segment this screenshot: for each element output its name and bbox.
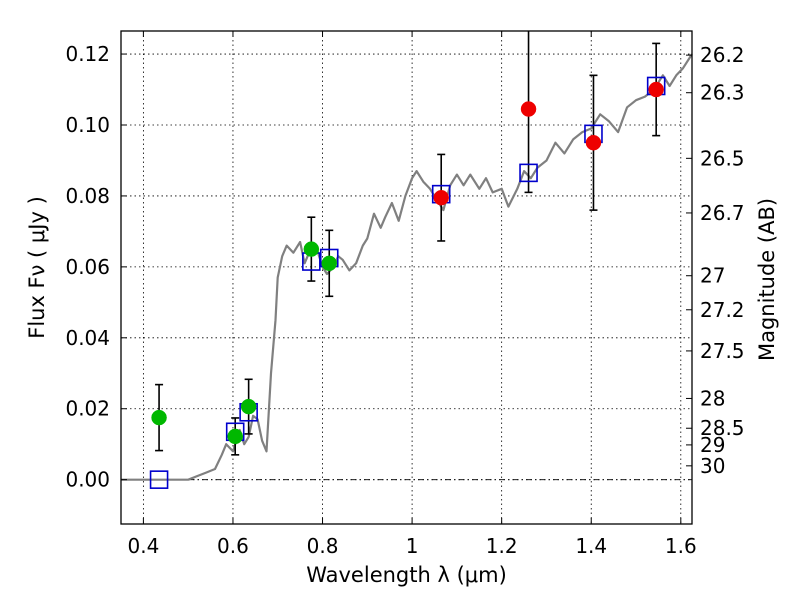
tick-layer: 0.4 0.6 0.8 1 1.2 1.4 1.6 0.00 0.02 0.04 0.06 0.08 0…: [65, 31, 745, 558]
model-point-square: [149, 470, 169, 489]
x-tick-label: 1.4: [575, 534, 607, 558]
observed-point: [303, 241, 320, 257]
template-spectrum-layer: [121, 53, 693, 481]
grid-layer: [121, 31, 692, 524]
right-tick-label: 29: [700, 433, 725, 457]
right-tick-label: 28.5: [700, 416, 745, 440]
x-tick-label: 1.6: [665, 534, 697, 558]
right-tick-label: 26.5: [700, 146, 745, 170]
right-tick-label: 28: [700, 386, 725, 410]
observed-point: [585, 134, 602, 151]
observed-point: [151, 409, 167, 426]
y-tick-label: 0.10: [65, 113, 110, 137]
x-axis-title: Wavelength λ (μm): [306, 563, 507, 587]
observed-point: [227, 428, 243, 445]
observed-point: [648, 81, 664, 98]
x-tick-label: 0.6: [217, 534, 249, 558]
right-tick-label: 27.5: [700, 339, 745, 363]
x-tick-label: 1.2: [486, 534, 518, 558]
right-tick-label: 26.3: [700, 81, 745, 105]
observed-point: [240, 398, 257, 415]
template-spectrum-line: [121, 53, 693, 481]
right-tick-label: 30: [700, 454, 725, 478]
x-tick-label: 1: [406, 534, 419, 558]
observed-point: [321, 255, 337, 272]
y-tick-label: 0.02: [65, 397, 110, 421]
right-tick-label: 27.2: [700, 298, 745, 322]
y-tick-label: 0.06: [65, 255, 110, 279]
y-tick-label: 0.12: [65, 42, 110, 66]
error-bar-layer: [155, 31, 661, 456]
y-tick-label: 0.00: [65, 468, 110, 492]
model-point-square: [519, 163, 538, 183]
y-axis-title: Flux Fν ( μJy ): [25, 196, 49, 339]
y-tick-label: 0.08: [65, 184, 110, 208]
plot-frame: [120, 30, 693, 525]
x-tick-label: 0.8: [307, 534, 339, 558]
right-tick-label: 26.7: [700, 201, 745, 225]
observed-point: [520, 101, 537, 117]
y-tick-label: 0.04: [65, 326, 110, 350]
observed-point-layer: [151, 81, 664, 445]
x-tick-label: 0.4: [127, 534, 159, 558]
observed-point: [433, 189, 449, 206]
right-tick-label: 26.2: [700, 43, 745, 67]
right-axis-title: Magnitude (AB): [755, 198, 779, 361]
right-tick-label: 27: [700, 264, 725, 288]
